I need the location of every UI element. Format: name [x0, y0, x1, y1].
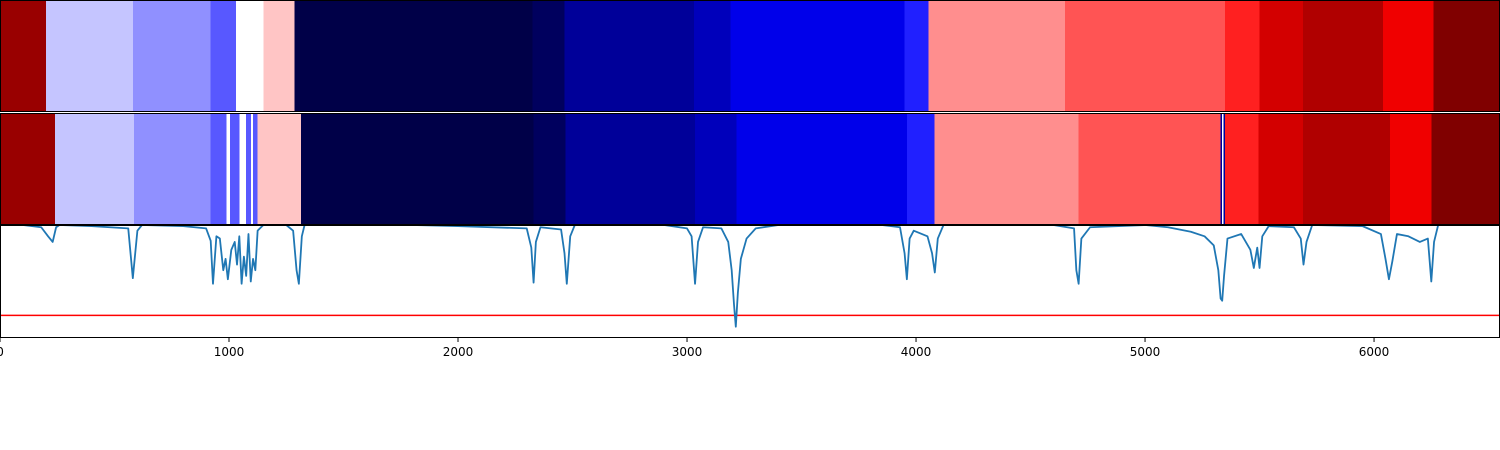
segment-2-14 [695, 113, 737, 225]
segment-2-15 [736, 113, 907, 225]
segment-1-3 [210, 0, 236, 112]
segment-1-1 [45, 0, 133, 112]
segment-1-5 [263, 0, 295, 112]
segment-2-8 [250, 113, 254, 225]
segment-1-16 [1303, 0, 1384, 112]
segment-2-2 [133, 113, 211, 225]
segment-2-6 [239, 113, 247, 225]
segment-1-9 [693, 0, 731, 112]
segment-2-24 [1303, 113, 1391, 225]
x-tick-label-3: 3000 [672, 345, 703, 359]
segment-1-7 [532, 0, 565, 112]
segment-1-6 [294, 0, 533, 112]
segment-2-20 [1222, 113, 1224, 225]
segment-1-8 [564, 0, 694, 112]
signal-line [0, 224, 1500, 328]
segment-1-15 [1259, 0, 1304, 112]
segment-strip-top [0, 0, 1500, 112]
segment-2-9 [253, 113, 258, 225]
segment-2-1 [54, 113, 134, 225]
signal-line-panel [0, 224, 1500, 338]
segment-2-23 [1258, 113, 1304, 225]
segment-2-7 [246, 113, 251, 225]
segment-2-10 [257, 113, 302, 225]
segment-2-0 [0, 113, 55, 225]
x-tick-label-6: 6000 [1359, 345, 1390, 359]
segment-2-5 [230, 113, 240, 225]
segment-2-13 [565, 113, 696, 225]
x-tick-label-4: 4000 [901, 345, 932, 359]
x-axis: 0 1000 2000 3000 4000 5000 6000 [0, 338, 1389, 359]
segment-2-21 [1223, 113, 1226, 225]
segment-1-11 [904, 0, 929, 112]
segment-1-12 [928, 0, 1065, 112]
x-tick-label-5: 5000 [1130, 345, 1161, 359]
segment-2-4 [226, 113, 231, 225]
segment-2-22 [1225, 113, 1259, 225]
segment-2-16 [906, 113, 935, 225]
segment-1-14 [1225, 0, 1260, 112]
segment-1-4 [235, 0, 264, 112]
segment-1-13 [1064, 0, 1226, 112]
segment-2-3 [210, 113, 227, 225]
segment-1-0 [0, 0, 46, 112]
segment-strip-middle [0, 113, 1500, 225]
segment-2-17 [934, 113, 1079, 225]
segment-1-17 [1383, 0, 1434, 112]
segment-2-26 [1431, 113, 1500, 225]
segment-2-18 [1078, 113, 1221, 225]
x-tick-label-0: 0 [0, 345, 4, 359]
segment-2-12 [533, 113, 566, 225]
segment-1-2 [132, 0, 211, 112]
segment-2-25 [1390, 113, 1432, 225]
segment-2-11 [301, 113, 534, 225]
segment-1-18 [1433, 0, 1500, 112]
segment-2-19 [1220, 113, 1223, 225]
x-tick-label-1: 1000 [214, 345, 245, 359]
segment-1-10 [730, 0, 905, 112]
x-tick-label-2: 2000 [443, 345, 474, 359]
line-panel-background [0, 225, 1500, 338]
